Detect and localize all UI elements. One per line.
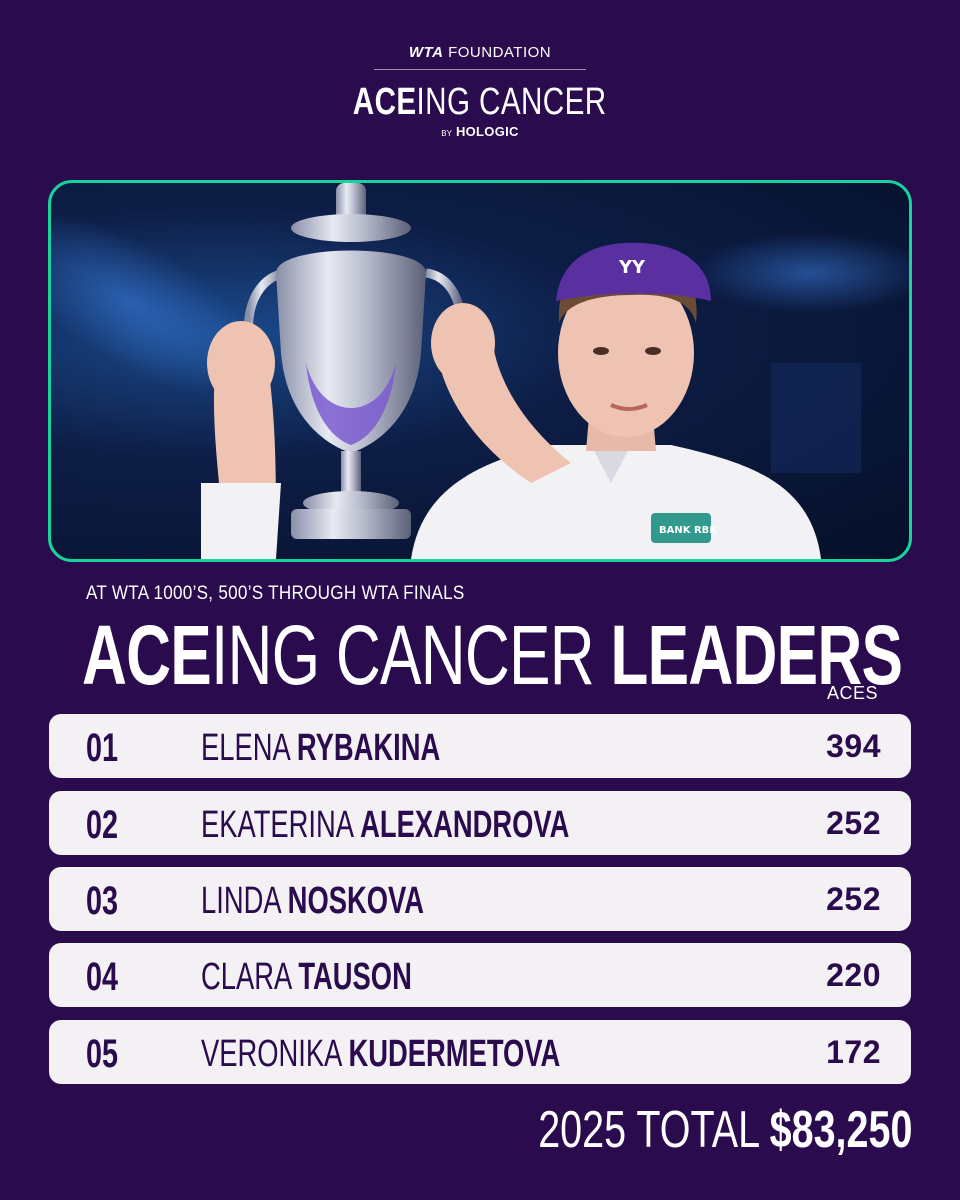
leader-row: 04 CLARA TAUSON 220 bbox=[49, 943, 911, 1007]
ace-count: 252 bbox=[826, 805, 881, 841]
leader-row: 01 ELENA RYBAKINA 394 bbox=[49, 714, 911, 778]
rank: 05 bbox=[86, 1032, 119, 1076]
visor-logo: YY bbox=[618, 257, 646, 278]
player-name: VERONIKA KUDERMETOVA bbox=[201, 1033, 561, 1075]
hero-photo: YY BANK RBK bbox=[48, 180, 912, 562]
aces-column-header: ACES bbox=[826, 683, 878, 703]
ace-count: 394 bbox=[826, 728, 881, 764]
rank: 03 bbox=[86, 879, 119, 923]
rank: 04 bbox=[86, 955, 119, 999]
page-title: ACEING CANCER LEADERS bbox=[82, 608, 903, 702]
leader-row: 03 LINDA NOSKOVA 252 bbox=[49, 867, 911, 931]
player-name: LINDA NOSKOVA bbox=[201, 880, 424, 922]
ace-count: 252 bbox=[826, 881, 881, 917]
header-divider bbox=[374, 69, 586, 70]
leader-row: 02 EKATERINA ALEXANDROVA 252 bbox=[49, 791, 911, 855]
header: WTA FOUNDATION ACEING CANCER BY HOLOGIC bbox=[0, 44, 960, 139]
rank: 01 bbox=[86, 726, 119, 770]
aceing-cancer-logo: ACEING CANCER bbox=[353, 81, 607, 123]
shirt-sponsor-logo: BANK RBK bbox=[659, 525, 718, 536]
rank: 02 bbox=[86, 803, 119, 847]
leader-row: 05 VERONIKA KUDERMETOVA 172 bbox=[49, 1020, 911, 1084]
ace-count: 220 bbox=[826, 957, 881, 993]
subtitle: AT WTA 1000’S, 500’S THROUGH WTA FINALS bbox=[86, 583, 465, 604]
wta-foundation-logo: WTA FOUNDATION bbox=[408, 44, 552, 61]
sponsor-byline: BY HOLOGIC bbox=[441, 124, 519, 139]
player-name: CLARA TAUSON bbox=[201, 956, 412, 998]
ace-count: 172 bbox=[826, 1034, 881, 1070]
player-name: EKATERINA ALEXANDROVA bbox=[201, 804, 570, 846]
player-name: ELENA RYBAKINA bbox=[201, 727, 441, 769]
season-total: 2025 TOTAL $83,250 bbox=[537, 1101, 912, 1159]
player-with-trophy-image: YY BANK RBK bbox=[51, 183, 909, 559]
